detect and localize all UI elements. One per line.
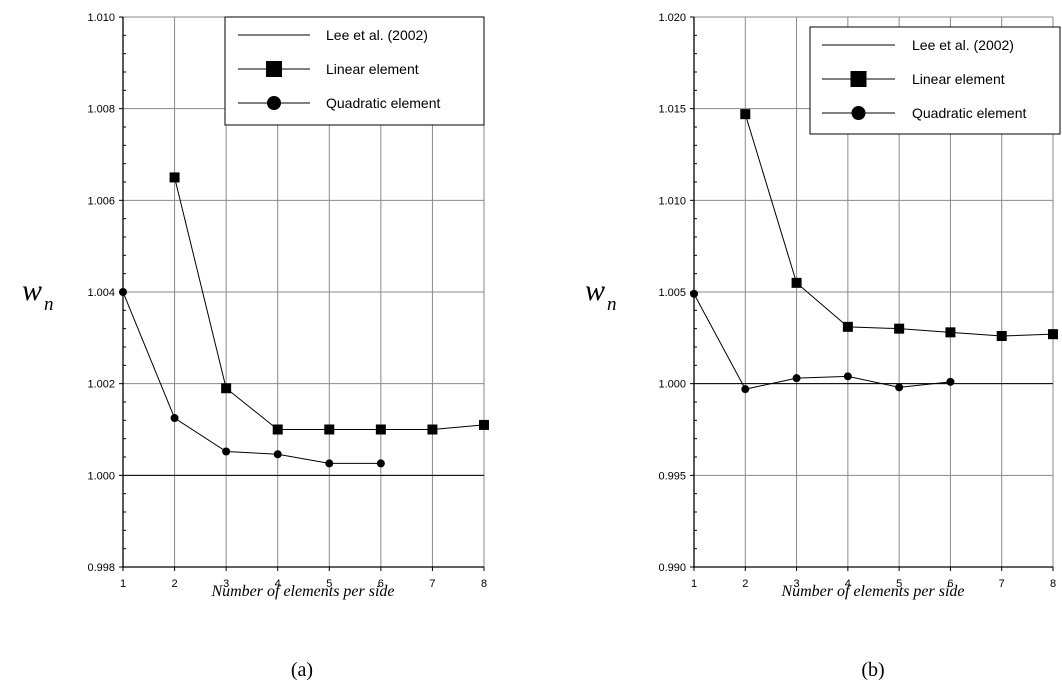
legend-label: Lee et al. (2002) xyxy=(326,27,428,43)
y-axis-label-subscript: n xyxy=(44,294,54,315)
x-tick-label: 1 xyxy=(691,578,697,590)
data-point-circle xyxy=(325,459,334,468)
x-tick-label: 5 xyxy=(326,578,332,590)
data-point-circle xyxy=(376,459,385,468)
chart-panel-1: 0.990 0.995 1.000 1.005 1.010 1.015 1.020 1 2 3 4 5… xyxy=(585,12,1061,681)
y-tick-label: 1.005 xyxy=(658,287,686,299)
y-tick-label: 0.998 xyxy=(87,562,115,574)
data-point-square xyxy=(740,109,751,120)
x-tick-label: 3 xyxy=(794,578,800,590)
data-point-circle xyxy=(119,288,127,296)
y-tick-label: 1.000 xyxy=(658,379,686,391)
x-tick-label: 4 xyxy=(275,578,281,590)
series-2 xyxy=(119,288,385,468)
y-tick-label: 1.004 xyxy=(87,287,115,299)
data-point-square xyxy=(1048,329,1058,340)
data-point-square xyxy=(479,419,489,430)
data-point-square xyxy=(842,321,853,332)
data-point-circle xyxy=(792,374,801,383)
y-tick-label: 1.015 xyxy=(658,104,686,116)
x-tick-label: 4 xyxy=(845,578,851,590)
y-axis-label: w xyxy=(22,274,42,307)
figure-caption: (b) xyxy=(861,659,884,681)
legend-marker-circle xyxy=(267,96,281,110)
x-tick-label: 2 xyxy=(172,578,178,590)
y-tick-label: 0.995 xyxy=(658,470,686,482)
data-point-square xyxy=(272,424,283,435)
x-tick-label: 6 xyxy=(947,578,953,590)
legend-label: Linear element xyxy=(326,61,419,77)
legend-marker-circle xyxy=(851,106,866,120)
legend-label: Quadratic element xyxy=(912,105,1027,121)
data-point-square xyxy=(324,424,335,435)
figure-caption: (a) xyxy=(291,659,313,681)
x-tick-label: 6 xyxy=(378,578,384,590)
data-point-circle xyxy=(222,447,231,456)
x-tick-label: 8 xyxy=(1050,578,1056,590)
data-point-square xyxy=(375,424,386,435)
y-tick-label: 1.000 xyxy=(87,470,115,482)
data-point-circle xyxy=(843,372,852,381)
data-point-circle xyxy=(895,383,904,392)
data-point-square xyxy=(169,172,180,183)
x-axis-title: Number of elements per side xyxy=(210,583,394,600)
data-point-circle xyxy=(170,414,179,423)
series-2 xyxy=(690,289,955,394)
data-point-square xyxy=(894,323,905,334)
data-point-square xyxy=(427,424,438,435)
y-tick-label: 1.008 xyxy=(87,104,115,116)
legend-label: Lee et al. (2002) xyxy=(912,37,1014,53)
legend-label: Linear element xyxy=(912,71,1005,87)
x-tick-label: 8 xyxy=(481,578,487,590)
legend: Lee et al. (2002) Linear element Quadratic… xyxy=(809,26,1061,135)
legend-marker-square xyxy=(266,61,282,77)
data-point-circle xyxy=(690,289,698,298)
x-axis-title: Number of elements per side xyxy=(780,583,964,600)
y-tick-label: 1.020 xyxy=(658,12,686,24)
y-tick-label: 1.002 xyxy=(87,379,115,391)
x-tick-label: 7 xyxy=(999,578,1005,590)
y-tick-label: 1.010 xyxy=(658,195,686,207)
y-tick-label: 1.006 xyxy=(87,195,115,207)
x-tick-label: 3 xyxy=(223,578,229,590)
y-axis-label-subscript: n xyxy=(607,294,617,315)
x-tick-label: 7 xyxy=(429,578,435,590)
y-axis-label: w xyxy=(585,274,605,307)
series-line xyxy=(122,291,381,464)
legend-marker-square xyxy=(850,71,867,87)
data-point-square xyxy=(996,331,1007,341)
x-tick-label: 5 xyxy=(896,578,902,590)
data-point-square xyxy=(791,277,802,288)
series-1 xyxy=(169,172,489,435)
data-point-circle xyxy=(741,385,750,394)
data-point-square xyxy=(221,383,232,394)
data-point-circle xyxy=(273,450,282,459)
x-tick-label: 1 xyxy=(120,578,126,590)
legend: Lee et al. (2002) Linear element Quadratic… xyxy=(224,16,485,126)
data-point-square xyxy=(945,327,956,338)
legend-label: Quadratic element xyxy=(326,95,441,111)
y-tick-label: 1.010 xyxy=(87,12,115,24)
series-line xyxy=(693,293,951,390)
data-point-circle xyxy=(946,377,955,386)
y-tick-label: 0.990 xyxy=(658,562,686,574)
chart-panel-0: 0.998 1.000 1.002 1.004 1.006 1.008 1.010 1 2 3 4 5… xyxy=(22,12,489,681)
series-1 xyxy=(740,109,1058,341)
x-tick-label: 2 xyxy=(742,578,748,590)
